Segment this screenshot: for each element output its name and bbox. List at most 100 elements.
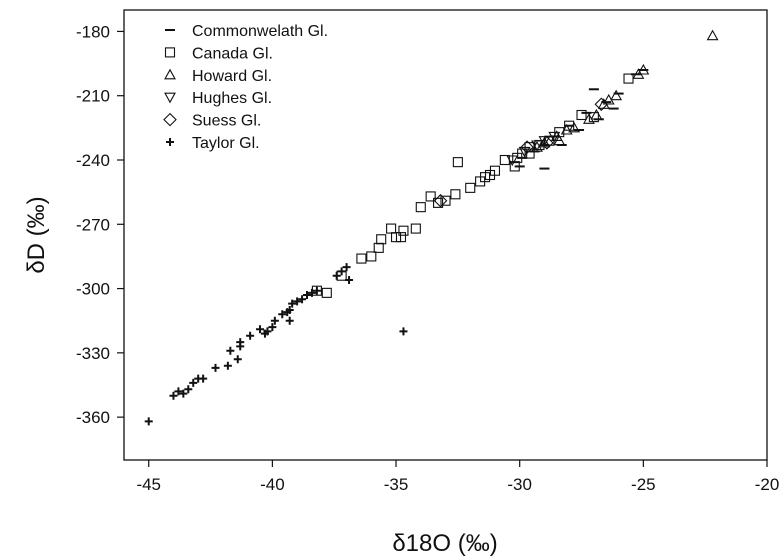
data-point-plus: [246, 331, 255, 340]
data-point-plus: [179, 389, 188, 398]
legend-entry: Taylor Gl.: [166, 135, 260, 152]
legend-label: Canada Gl.: [192, 45, 273, 62]
data-point-diamond: [163, 112, 177, 127]
data-point-triangle-down: [518, 146, 531, 158]
data-point-triangle-up: [602, 93, 615, 105]
data-point-diamond: [433, 193, 448, 208]
series-plus: [144, 263, 408, 426]
data-point-triangle-up: [164, 68, 176, 80]
legend-label: Howard Gl.: [192, 68, 272, 85]
data-point-square: [386, 223, 397, 234]
data-point-plus: [278, 310, 287, 319]
data-point-square: [321, 287, 332, 298]
data-point-square: [465, 182, 476, 193]
y-tick-label: -360: [76, 408, 110, 427]
data-point-triangle-down: [506, 155, 519, 167]
data-point-plus: [169, 391, 178, 400]
legend: Commonwelath Gl. Canada Gl. Howard Gl. Hugh…: [163, 23, 328, 152]
data-point-square: [475, 176, 486, 187]
y-tick-label: -330: [76, 344, 110, 363]
data-point-plus: [189, 378, 198, 387]
legend-entry: Commonwelath Gl.: [165, 23, 328, 40]
data-point-plus: [285, 306, 294, 314]
data-point-plus: [285, 316, 294, 325]
data-point-triangle-down: [548, 131, 561, 143]
data-point-triangle-up: [610, 89, 623, 101]
legend-entry: Hughes Gl.: [164, 90, 272, 107]
data-point-square: [425, 191, 436, 202]
data-point-square: [524, 148, 535, 159]
data-point-plus: [312, 286, 321, 295]
data-point-triangle-up: [568, 121, 581, 133]
data-point-triangle-up: [583, 113, 595, 124]
data-point-plus: [293, 297, 302, 306]
data-point-triangle-up: [706, 29, 719, 41]
data-point-square: [452, 157, 463, 168]
data-point-square: [398, 225, 409, 236]
data-point-square: [450, 189, 461, 200]
data-point-plus: [307, 288, 316, 297]
y-tick-label: -300: [76, 280, 110, 299]
legend-label: Taylor Gl.: [192, 135, 260, 152]
data-point-plus: [270, 316, 279, 325]
x-tick-label: -35: [384, 475, 409, 494]
data-point-plus: [233, 355, 242, 364]
data-point-square: [366, 251, 377, 262]
axis-ticks: [117, 30, 768, 467]
x-axis-title: δ18O (‰): [392, 530, 497, 557]
legend-label: Commonwelath Gl.: [192, 23, 328, 40]
data-point-plus: [332, 271, 341, 280]
legend-entry: Howard Gl.: [164, 68, 272, 85]
data-point-triangle-up: [632, 68, 645, 79]
data-point-triangle-up: [637, 63, 650, 75]
data-point-square: [376, 234, 387, 245]
data-point-plus: [288, 299, 297, 308]
legend-entry: Suess Gl.: [163, 112, 261, 130]
x-tick-label: -30: [507, 475, 532, 494]
data-point-plus: [144, 417, 153, 426]
data-point-square: [588, 112, 599, 123]
data-point-square: [395, 232, 407, 243]
data-point-plus: [263, 327, 272, 336]
y-tick-label: -210: [76, 87, 110, 106]
plot-area-frame: [123, 9, 768, 461]
data-point-plus: [268, 323, 277, 332]
x-tick-label: -45: [136, 475, 161, 494]
x-tick-label: -40: [260, 475, 285, 494]
data-point-plus: [174, 387, 183, 396]
data-point-square: [356, 253, 367, 264]
data-point-square: [373, 242, 384, 253]
data-point-plus: [256, 325, 265, 334]
data-point-plus: [226, 346, 235, 355]
data-point-square: [410, 223, 421, 234]
series-triangle-up: [531, 29, 719, 152]
series-diamond: [433, 97, 609, 208]
data-point-triangle-down: [164, 92, 176, 104]
data-point-plus: [345, 276, 354, 284]
data-point-triangle-up: [590, 108, 603, 120]
data-point-triangle-up: [553, 134, 566, 146]
data-point-square: [623, 73, 634, 84]
data-point-diamond: [520, 140, 534, 154]
legend-entry: Canada Gl.: [164, 45, 273, 62]
y-axis-title: δD (‰): [23, 196, 50, 273]
data-point-square: [433, 197, 444, 208]
data-point-plus: [337, 267, 346, 276]
data-point-square: [164, 47, 176, 58]
x-tick-label: -20: [755, 475, 780, 494]
data-point-plus: [342, 263, 351, 272]
data-point-triangle-up: [531, 141, 543, 152]
data-point-square: [576, 109, 587, 121]
data-point-plus: [236, 338, 245, 347]
data-point-diamond: [594, 97, 609, 112]
y-tick-label: -240: [76, 151, 110, 170]
data-point-plus: [184, 385, 193, 394]
data-point-square: [440, 195, 451, 206]
data-point-plus: [211, 363, 220, 372]
data-point-plus: [298, 295, 307, 304]
data-point-plus: [223, 361, 232, 370]
legend-label: Suess Gl.: [192, 113, 261, 130]
y-tick-label: -270: [76, 215, 110, 234]
data-point-plus: [399, 327, 408, 336]
